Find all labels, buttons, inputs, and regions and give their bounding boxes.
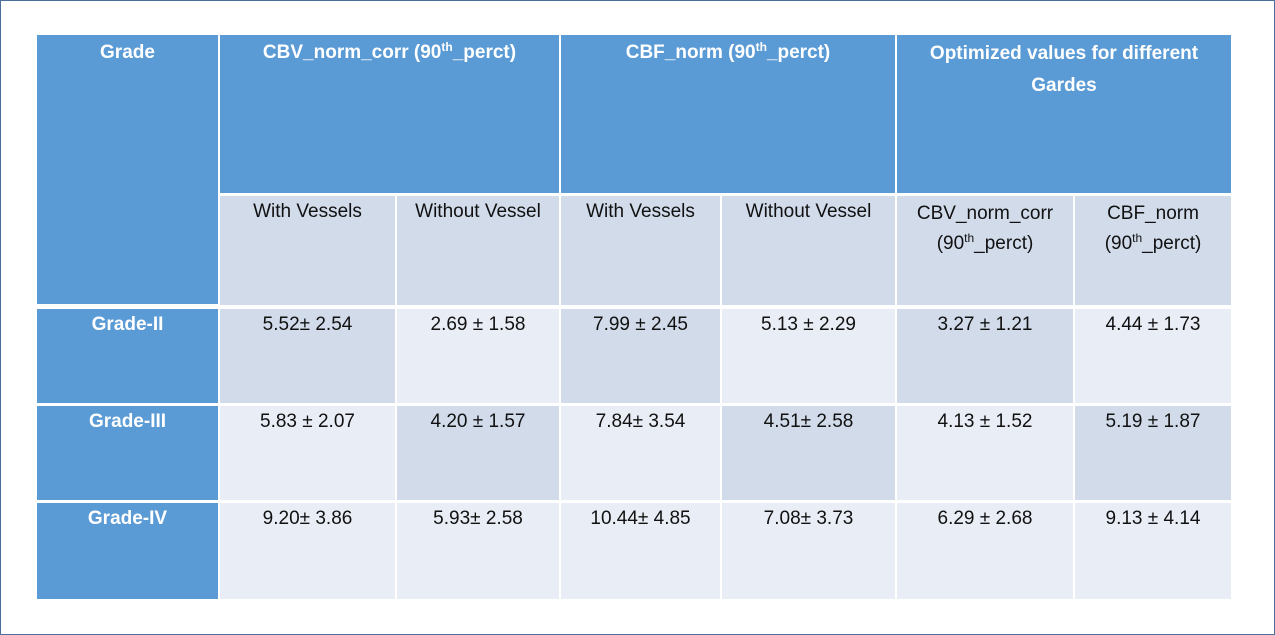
- cell-value: 7.84± 3.54: [595, 411, 686, 432]
- subheader-cbv-without: Without Vessel: [397, 196, 559, 305]
- cell-value: 9.20± 3.86: [262, 508, 353, 529]
- table-cell: 4.13 ± 1.52: [897, 406, 1073, 500]
- table-cell: 10.44± 4.85: [561, 503, 720, 599]
- opt-cbv-paren: (90: [936, 233, 965, 254]
- row-header-grade-ii: Grade-II: [37, 309, 218, 403]
- cbf-group-sup: th: [755, 40, 767, 54]
- cell-value: 7.99 ± 2.45: [593, 314, 688, 335]
- cell-value: 3.27 ± 1.21: [937, 314, 1033, 335]
- table-cell: 5.83 ± 2.07: [220, 406, 395, 500]
- cell-value: 6.29 ± 2.68: [937, 508, 1033, 529]
- subheader-cbf-without: Without Vessel: [722, 196, 895, 305]
- header-cbf-group: CBF_norm (90th_perct): [561, 35, 895, 193]
- cell-value: 5.93± 2.58: [433, 508, 523, 529]
- cbv-group-text-end: _perct): [452, 42, 517, 63]
- table-cell: 9.20± 3.86: [220, 503, 395, 599]
- table-cell: 7.99 ± 2.45: [561, 309, 720, 403]
- header-grade: Grade: [37, 35, 218, 304]
- row-header-grade-iii: Grade-III: [37, 406, 218, 500]
- table-cell: 4.44 ± 1.73: [1075, 309, 1231, 403]
- cell-value: 5.19 ± 1.87: [1105, 411, 1201, 432]
- cell-value: 4.13 ± 1.52: [937, 411, 1033, 432]
- table-cell: 5.52± 2.54: [220, 309, 395, 403]
- table-cell: 2.69 ± 1.58: [397, 309, 559, 403]
- table-cell: 9.13 ± 4.14: [1075, 503, 1231, 599]
- opt-cbf-line2: (90th_perct): [1075, 229, 1231, 259]
- opt-cbv-perct: _perct): [974, 233, 1034, 254]
- table-cell: 4.51± 2.58: [722, 406, 895, 500]
- subheader-opt-cbf: CBF_norm (90th_perct): [1075, 196, 1231, 305]
- header-grade-label: Grade: [100, 42, 155, 63]
- grade-iii-label: Grade-III: [88, 411, 167, 432]
- grade-ii-label: Grade-II: [91, 314, 164, 335]
- table-cell: 7.84± 3.54: [561, 406, 720, 500]
- table-cell: 5.19 ± 1.87: [1075, 406, 1231, 500]
- cbv-without-label: Without Vessel: [415, 201, 541, 222]
- subheader-cbf-with: With Vessels: [561, 196, 720, 305]
- opt-cbv-line2: (90th_perct): [897, 229, 1073, 259]
- cell-value: 4.44 ± 1.73: [1105, 314, 1201, 335]
- cell-value: 4.20 ± 1.57: [430, 411, 526, 432]
- optimized-group-label: Optimized values for different Gardes: [929, 43, 1199, 96]
- subheader-opt-cbv: CBV_norm_corr (90th_perct): [897, 196, 1073, 305]
- cbf-group-text-end: _perct): [766, 42, 831, 63]
- opt-cbf-paren: (90: [1104, 233, 1133, 254]
- opt-cbv-line1: CBV_norm_corr: [916, 203, 1054, 224]
- opt-cbv-sup: th: [964, 231, 975, 245]
- cell-value: 4.51± 2.58: [763, 411, 854, 432]
- cbf-without-label: Without Vessel: [745, 201, 872, 222]
- cbf-group-text: CBF_norm (90: [625, 42, 756, 63]
- opt-cbf-sup: th: [1132, 231, 1143, 245]
- cell-value: 5.13 ± 2.29: [761, 314, 856, 335]
- header-cbv-group: CBV_norm_corr (90th_perct): [220, 35, 559, 193]
- table-cell: 5.93± 2.58: [397, 503, 559, 599]
- cell-value: 7.08± 3.73: [763, 508, 854, 529]
- table-cell: 5.13 ± 2.29: [722, 309, 895, 403]
- table-cell: 7.08± 3.73: [722, 503, 895, 599]
- table-cell: 6.29 ± 2.68: [897, 503, 1073, 599]
- subheader-cbv-with: With Vessels: [220, 196, 395, 305]
- cbf-with-label: With Vessels: [586, 201, 695, 222]
- header-optimized-group: Optimized values for different Gardes: [897, 35, 1231, 193]
- opt-cbf-line1: CBF_norm: [1107, 203, 1199, 224]
- cell-value: 9.13 ± 4.14: [1105, 508, 1201, 529]
- grade-iv-label: Grade-IV: [87, 508, 168, 529]
- cbv-with-label: With Vessels: [253, 201, 362, 222]
- cell-value: 5.83 ± 2.07: [260, 411, 355, 432]
- opt-cbf-perct: _perct): [1142, 233, 1202, 254]
- cell-value: 5.52± 2.54: [262, 314, 353, 335]
- table-cell: 3.27 ± 1.21: [897, 309, 1073, 403]
- table-cell: 4.20 ± 1.57: [397, 406, 559, 500]
- cbv-group-sup: th: [441, 40, 453, 54]
- cell-value: 10.44± 4.85: [590, 508, 691, 529]
- cbv-group-text: CBV_norm_corr (90: [262, 42, 442, 63]
- cell-value: 2.69 ± 1.58: [430, 314, 526, 335]
- row-header-grade-iv: Grade-IV: [37, 503, 218, 599]
